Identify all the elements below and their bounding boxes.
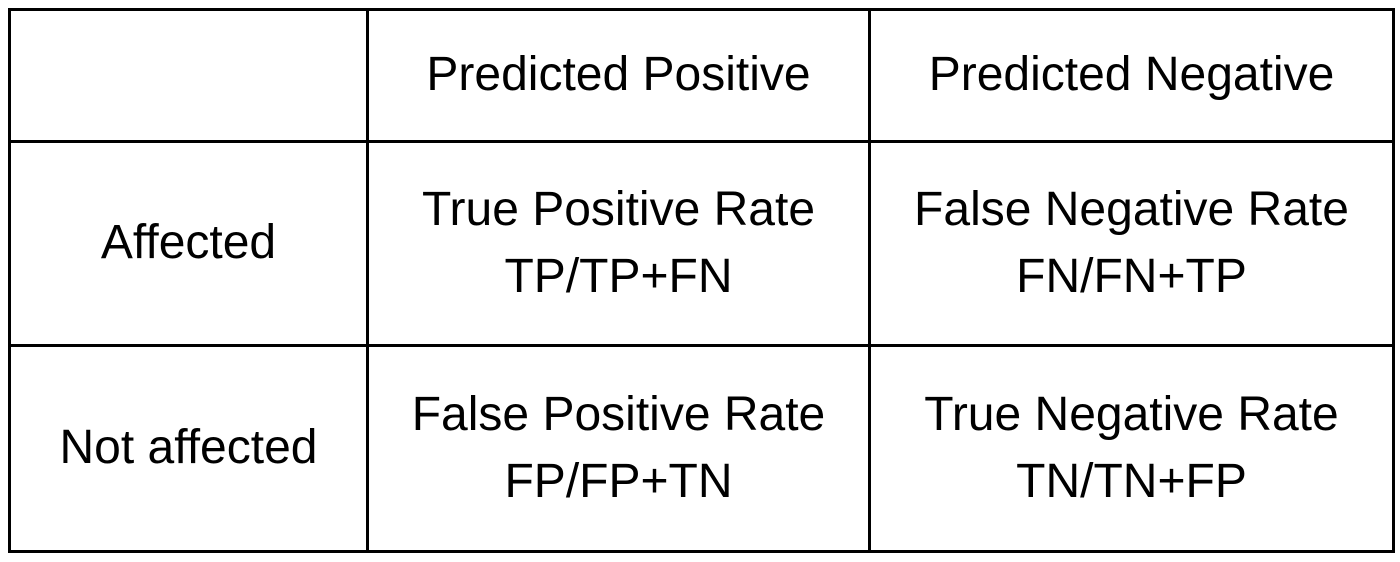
cell-metric-formula: TN/TN+FP	[1016, 454, 1247, 508]
row-header-affected: Affected	[8, 140, 369, 347]
cell-metric-name: True Negative Rate	[924, 388, 1339, 442]
cell-metric-name: False Negative Rate	[914, 183, 1349, 237]
cell-metric-name: True Positive Rate	[421, 183, 816, 237]
cell-false-negative-rate: False Negative Rate FN/FN+TP	[868, 140, 1395, 347]
corner-cell	[8, 8, 369, 143]
column-header-predicted-negative: Predicted Negative	[868, 8, 1395, 143]
cell-false-positive-rate: False Positive Rate FP/FP+TN	[366, 344, 871, 553]
cell-metric-name: False Positive Rate	[411, 388, 826, 442]
column-header-predicted-positive: Predicted Positive	[366, 8, 871, 143]
confusion-matrix-table: Predicted Positive Predicted Negative Af…	[8, 8, 1395, 553]
cell-true-positive-rate: True Positive Rate TP/TP+FN	[366, 140, 871, 347]
table-row-not-affected: Not affected False Positive Rate FP/FP+T…	[8, 344, 1395, 553]
table-row-affected: Affected True Positive Rate TP/TP+FN Fal…	[8, 140, 1395, 347]
row-header-not-affected: Not affected	[8, 344, 369, 553]
cell-true-negative-rate: True Negative Rate TN/TN+FP	[868, 344, 1395, 553]
cell-metric-formula: FP/FP+TN	[504, 454, 733, 508]
header-row: Predicted Positive Predicted Negative	[8, 8, 1395, 143]
cell-metric-formula: FN/FN+TP	[1016, 249, 1247, 303]
cell-metric-formula: TP/TP+FN	[504, 249, 733, 303]
